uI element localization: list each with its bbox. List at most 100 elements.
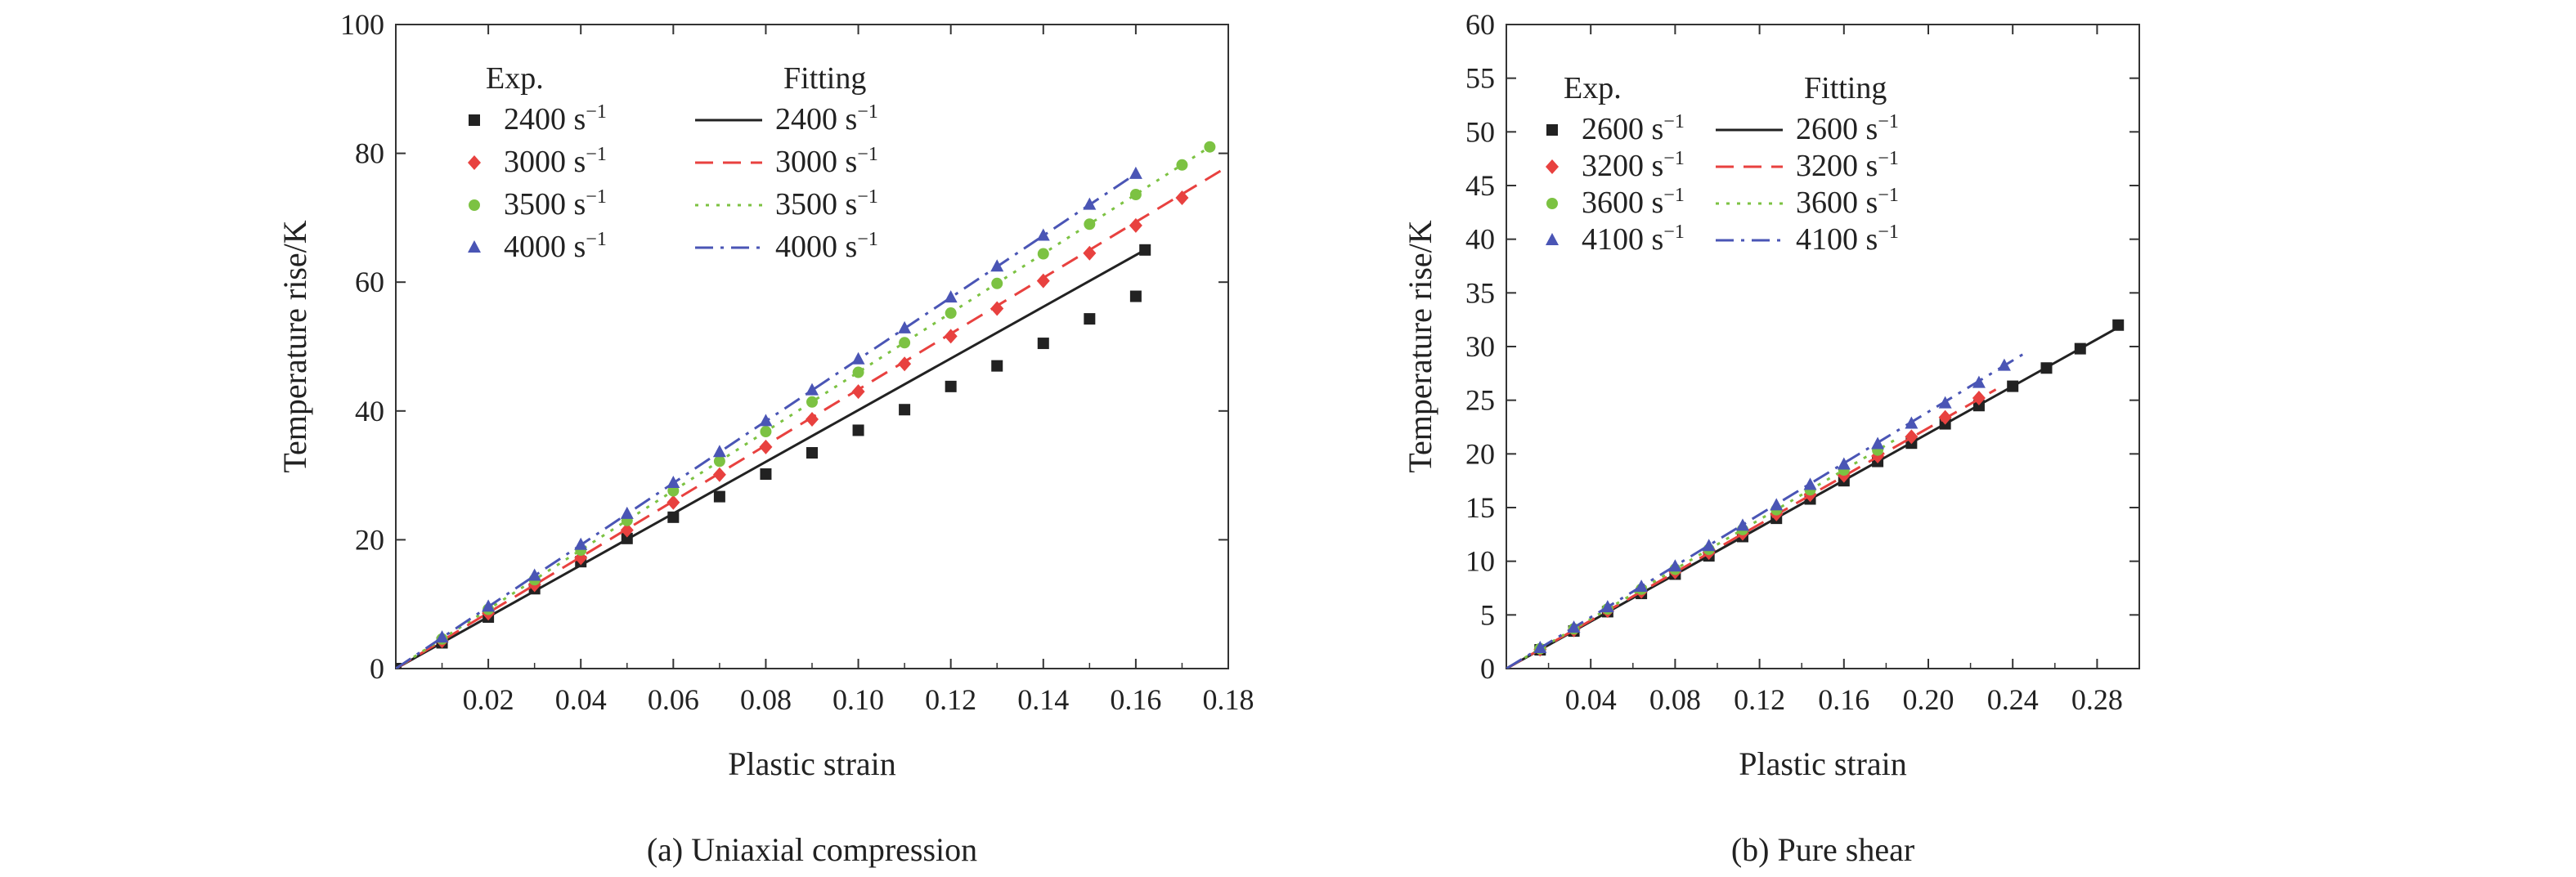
y-tick-label: 40: [1465, 223, 1495, 256]
exp-point: [898, 320, 912, 333]
exp-point: [1905, 416, 1919, 429]
legend-fit-label-value: 2400 s: [775, 102, 857, 136]
x-axis-title: Plastic strain: [1739, 745, 1907, 782]
legend-marker: [1546, 159, 1559, 174]
exp-point: [1204, 141, 1216, 153]
exp-point: [1938, 409, 1952, 425]
exp-point: [852, 424, 864, 436]
legend-exp-label: 3500 s−1: [504, 186, 607, 221]
legend-fit-label: 3600 s−1: [1796, 185, 1899, 220]
exp-point: [759, 414, 773, 427]
x-tick-label: 0.28: [2071, 683, 2123, 716]
legend-header-fitting: Fitting: [1804, 71, 1887, 105]
exp-point: [944, 329, 958, 344]
legend-exp-label: 4100 s−1: [1582, 221, 1685, 257]
y-axis-title: Temperature rise/K: [1402, 220, 1438, 472]
exp-point: [991, 277, 1003, 289]
exp-point: [851, 351, 865, 365]
x-tick-label: 0.06: [648, 683, 699, 716]
exp-point: [1129, 166, 1142, 179]
exp-point: [760, 468, 772, 481]
y-tick-label: 50: [1465, 115, 1495, 148]
x-tick-label: 0.04: [1565, 683, 1617, 716]
x-tick-label: 0.18: [1203, 683, 1254, 716]
legend-fit-label: 2400 s−1: [775, 101, 878, 136]
x-tick-label: 0.12: [1734, 683, 1785, 716]
series-3200-s: [1506, 388, 1997, 669]
legend-fit-label: 3500 s−1: [775, 186, 878, 221]
exp-point: [1972, 391, 1986, 406]
legend-fit-label: 3200 s−1: [1796, 148, 1899, 183]
exp-point: [1037, 248, 1049, 260]
legend-fit-label-value: 4000 s: [775, 230, 857, 264]
y-tick-label: 5: [1480, 598, 1495, 631]
exp-point: [990, 301, 1004, 316]
legend-exp-label-value: 3000 s: [504, 145, 586, 179]
exp-point: [1972, 400, 1985, 412]
exp-point: [1084, 313, 1096, 325]
x-tick-label: 0.02: [463, 683, 514, 716]
legend-exp-label-value: 4100 s: [1582, 222, 1663, 257]
exp-point: [899, 404, 911, 416]
exp-point: [621, 532, 633, 544]
legend-fit-label-value: 3600 s: [1796, 186, 1878, 220]
panel-caption: (b) Pure shear: [1731, 831, 1914, 868]
exp-point: [1997, 358, 2011, 371]
exp-point: [1770, 498, 1784, 511]
exp-point: [1803, 477, 1817, 490]
exp-point: [667, 511, 680, 523]
x-tick-label: 0.12: [925, 683, 976, 716]
legend-marker: [468, 240, 481, 253]
legend-exp-label-value: 2600 s: [1582, 112, 1663, 146]
y-tick-label: 60: [1465, 8, 1495, 41]
y-tick-label: 45: [1465, 169, 1495, 202]
exp-point: [899, 337, 911, 349]
x-tick-label: 0.08: [740, 683, 792, 716]
exp-point: [620, 506, 634, 519]
y-tick-label: 80: [355, 137, 384, 170]
legend-exp-label: 3600 s−1: [1582, 185, 1685, 220]
x-tick-label: 0.16: [1818, 683, 1869, 716]
y-tick-label: 20: [1465, 437, 1495, 470]
exp-point: [666, 476, 680, 489]
exp-point: [945, 307, 957, 320]
legend-marker: [1546, 124, 1558, 136]
exp-point: [990, 259, 1004, 272]
legend-header-exp: Exp.: [486, 61, 544, 96]
legend-fit-label-exponent: −1: [1878, 111, 1899, 132]
fit-line: [1506, 352, 2024, 669]
legend-exp-label-exponent: −1: [586, 229, 607, 250]
legend-exp-label-value: 3200 s: [1582, 149, 1663, 183]
exp-point: [1037, 338, 1049, 350]
exp-point: [1905, 429, 1919, 445]
exp-point: [1972, 375, 1986, 388]
exp-point: [806, 447, 818, 459]
exp-point: [851, 384, 865, 400]
exp-point: [1036, 228, 1050, 241]
exp-point: [1139, 244, 1151, 256]
legend-fit-label: 2600 s−1: [1796, 111, 1899, 146]
exp-point: [620, 522, 634, 538]
exp-point: [1837, 457, 1851, 470]
exp-point: [713, 490, 725, 503]
y-tick-label: 100: [340, 8, 384, 41]
legend-header-exp: Exp.: [1564, 71, 1622, 105]
panel-caption: (a) Uniaxial compression: [647, 831, 977, 868]
fit-line: [396, 248, 1146, 669]
legend-exp-label: 2400 s−1: [504, 101, 607, 136]
x-tick-label: 0.08: [1649, 683, 1701, 716]
y-tick-label: 35: [1465, 276, 1495, 309]
legend-exp-label-value: 3500 s: [504, 187, 586, 221]
exp-point: [944, 290, 958, 303]
legend-fit-label-exponent: −1: [1878, 185, 1899, 206]
exp-point: [759, 439, 773, 454]
x-axis-title: Plastic strain: [728, 745, 896, 782]
exp-point: [1735, 518, 1749, 531]
x-tick-label: 0.04: [555, 683, 607, 716]
exp-point: [482, 599, 496, 612]
exp-point: [1175, 190, 1189, 205]
exp-point: [1129, 217, 1142, 233]
legend-fit-label-value: 3000 s: [775, 145, 857, 179]
